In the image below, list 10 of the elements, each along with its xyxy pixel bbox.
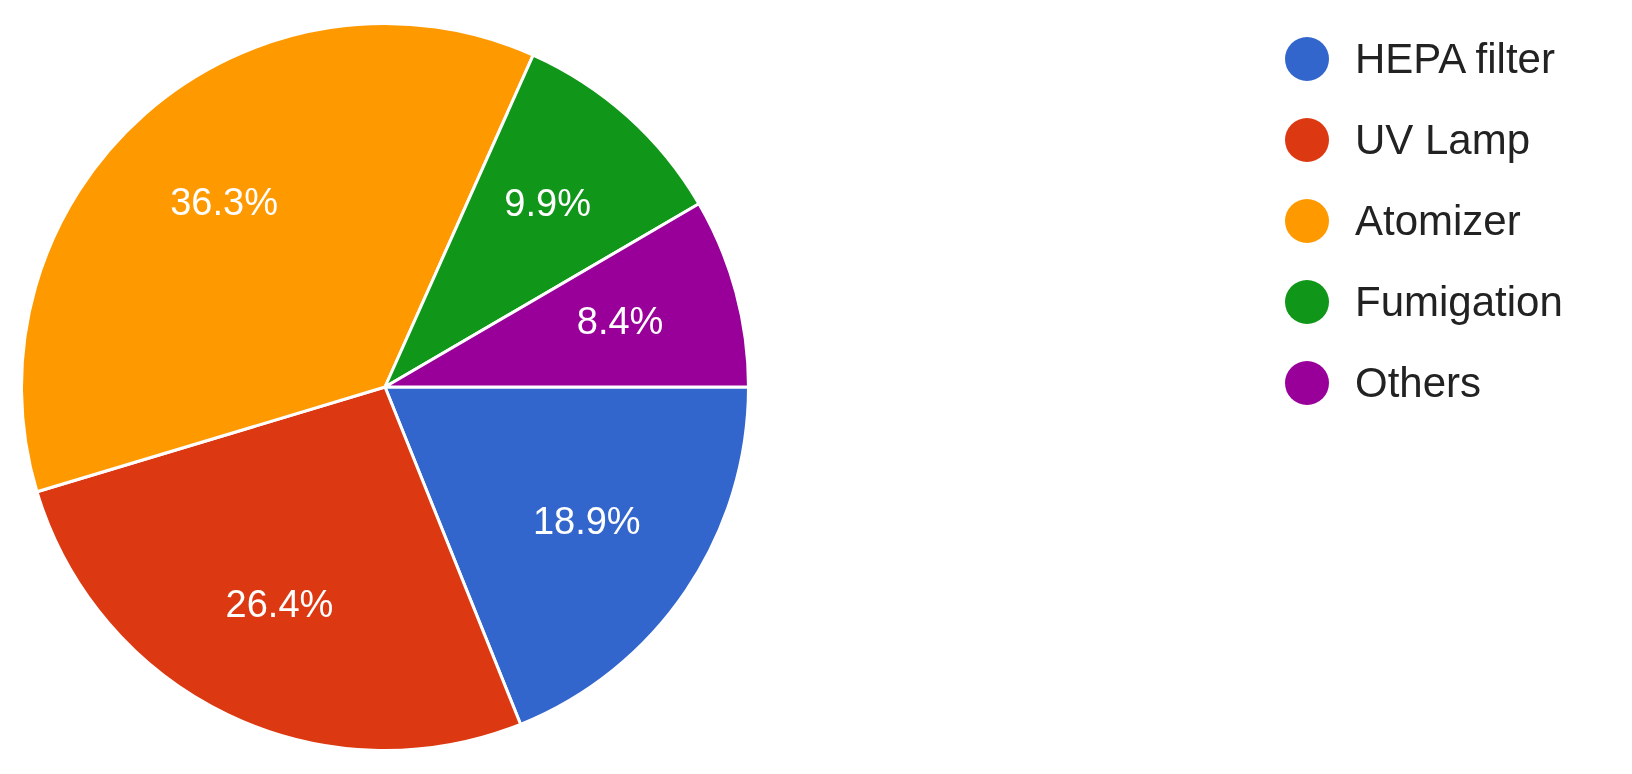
data-label: 26.4% — [225, 582, 334, 625]
legend-label: HEPA filter — [1355, 34, 1555, 83]
data-label: 36.3% — [170, 180, 278, 223]
data-label: 9.9% — [504, 182, 591, 225]
data-label: 8.4% — [576, 299, 664, 342]
legend-label: Others — [1355, 358, 1482, 407]
legend-label: UV Lamp — [1355, 115, 1531, 164]
legend-label: Atomizer — [1355, 196, 1521, 245]
data-label: 18.9% — [532, 499, 641, 542]
legend-label: Fumigation — [1355, 277, 1563, 326]
